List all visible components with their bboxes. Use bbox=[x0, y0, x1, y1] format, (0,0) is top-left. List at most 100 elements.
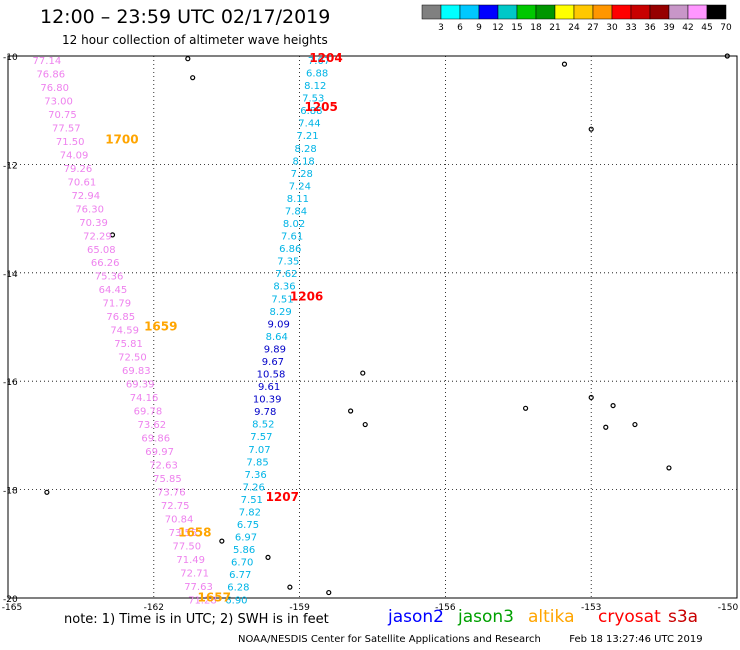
cryosat-swh-value: 70.39 bbox=[79, 218, 108, 229]
island-outline bbox=[610, 402, 616, 409]
legend-swatch bbox=[440, 4, 461, 20]
legend-swatch bbox=[592, 4, 613, 20]
island-outline bbox=[219, 538, 225, 544]
cryosat-swh-value: 72.29 bbox=[83, 231, 112, 242]
pass-time-label: 1204 bbox=[309, 51, 342, 65]
legend-swatch bbox=[459, 4, 480, 20]
jason2-swh-value: 9.78 bbox=[254, 407, 276, 418]
cryosat-swh-value: 77.63 bbox=[184, 582, 213, 593]
jason2-swh-value: 7.26 bbox=[243, 482, 265, 493]
island-outline bbox=[348, 408, 354, 414]
legend-swatch bbox=[668, 4, 689, 20]
legend-tick-label: 9 bbox=[476, 23, 482, 33]
jason2-swh-value: 8.52 bbox=[252, 420, 274, 431]
jason2-swh-value: 9.61 bbox=[258, 382, 280, 393]
satellite-s3a: s3a bbox=[668, 607, 699, 627]
legend-swatch bbox=[706, 4, 727, 20]
jason2-swh-value: 7.62 bbox=[275, 269, 297, 280]
legend-swatch bbox=[630, 4, 651, 20]
legend-tick-label: 15 bbox=[511, 23, 522, 33]
cryosat-swh-value: 69.83 bbox=[122, 366, 151, 377]
jason2-swh-value: 8.64 bbox=[266, 332, 288, 343]
cryosat-swh-value: 79.26 bbox=[64, 164, 93, 175]
island-outline bbox=[603, 424, 609, 430]
jason2-swh-value: 6.97 bbox=[235, 533, 257, 544]
cryosat-swh-value: 72.50 bbox=[118, 353, 147, 364]
pass-time-label: 1657 bbox=[198, 590, 231, 604]
jason2-swh-value: 8.02 bbox=[283, 219, 305, 230]
satellite-jason3: jason3 bbox=[458, 607, 514, 627]
jason2-swh-value: 7.53 bbox=[302, 94, 324, 105]
jason2-swh-value: 6.70 bbox=[231, 558, 253, 569]
cryosat-swh-value: 74.59 bbox=[110, 326, 139, 337]
credit-line: NOAA/NESDIS Center for Satellite Applica… bbox=[238, 634, 703, 645]
cryosat-swh-value: 75.36 bbox=[95, 272, 124, 283]
jason2-swh-value: 5.86 bbox=[233, 545, 255, 556]
island-outline bbox=[326, 589, 332, 596]
jason2-swh-value: 6.88 bbox=[300, 106, 322, 117]
satellite-altika: altika bbox=[528, 607, 575, 627]
jason2-swh-value: 7.21 bbox=[296, 131, 318, 142]
legend-tick-label: 18 bbox=[530, 23, 542, 33]
lat-tick-label: -10 bbox=[3, 53, 18, 63]
cryosat-swh-value: 64.45 bbox=[99, 285, 128, 296]
lon-tick-label: -159 bbox=[289, 603, 310, 613]
island-outline bbox=[724, 53, 730, 59]
legend-swatch bbox=[554, 4, 575, 20]
jason2-swh-value: 8.11 bbox=[287, 194, 309, 205]
legend-swatch bbox=[687, 4, 708, 20]
page-subtitle: 12 hour collection of altimeter wave hei… bbox=[62, 33, 328, 47]
pass-time-label: 1205 bbox=[304, 100, 337, 114]
cryosat-swh-value: 75.81 bbox=[114, 339, 143, 350]
legend-swatch bbox=[478, 4, 499, 20]
legend-swatch bbox=[611, 4, 632, 20]
jason2-swh-value: 8.12 bbox=[304, 81, 326, 92]
cryosat-swh-value: 69.39 bbox=[126, 380, 155, 391]
cryosat-swh-value: 74.16 bbox=[130, 393, 159, 404]
jason2-swh-value: 10.58 bbox=[257, 370, 286, 381]
legend-swatch bbox=[516, 4, 537, 20]
jason2-swh-value: 7.35 bbox=[277, 257, 299, 268]
legend-tick-label: 30 bbox=[606, 23, 618, 33]
cryosat-swh-value: 77.57 bbox=[52, 123, 81, 134]
cryosat-swh-value: 76.85 bbox=[106, 312, 135, 323]
lat-tick-label: -14 bbox=[3, 270, 18, 280]
jason2-swh-value: 8.28 bbox=[294, 144, 316, 155]
island-outline bbox=[632, 421, 638, 428]
jason2-swh-value: 7.51 bbox=[271, 294, 293, 305]
jason2-swh-value: 6.75 bbox=[237, 520, 259, 531]
cryosat-swh-value: 73.62 bbox=[138, 420, 167, 431]
cryosat-swh-value: 69.97 bbox=[145, 447, 174, 458]
island-outline bbox=[362, 421, 368, 428]
jason2-swh-value: 8.36 bbox=[273, 282, 295, 293]
jason2-swh-value: 10.39 bbox=[253, 395, 282, 406]
cryosat-swh-value: 69.86 bbox=[141, 434, 170, 445]
pass-time-label: 1700 bbox=[105, 132, 138, 146]
satellite-jason2: jason2 bbox=[388, 607, 444, 627]
island-outline bbox=[666, 465, 672, 471]
legend-tick-label: 12 bbox=[492, 23, 503, 33]
legend-tick-label: 45 bbox=[701, 23, 712, 33]
legend-tick-label: 33 bbox=[625, 23, 636, 33]
legend-tick-label: 70 bbox=[720, 23, 732, 33]
jason2-swh-value: 6.86 bbox=[279, 244, 301, 255]
cryosat-swh-value: 70.75 bbox=[48, 110, 77, 121]
cryosat-swh-value: 70.84 bbox=[165, 514, 194, 525]
island-outline bbox=[588, 126, 594, 132]
cryosat-swh-value: 76.80 bbox=[40, 83, 69, 94]
jason2-swh-value: 7.36 bbox=[245, 470, 267, 481]
jason2-swh-value: 6.90 bbox=[225, 595, 247, 606]
jason2-swh-value: 6.88 bbox=[306, 69, 328, 80]
island-outline bbox=[185, 56, 191, 62]
jason2-swh-value: 7.44 bbox=[298, 119, 320, 130]
jason2-swh-value: 9.09 bbox=[268, 319, 290, 330]
page-title: 12:00 – 23:59 UTC 02/17/2019 bbox=[40, 6, 331, 28]
cryosat-swh-value: 72.94 bbox=[71, 191, 100, 202]
jason2-swh-value: 7.61 bbox=[281, 232, 303, 243]
legend-tick-label: 24 bbox=[568, 23, 580, 33]
cryosat-swh-value: 72.75 bbox=[161, 501, 190, 512]
island-outline bbox=[588, 394, 594, 401]
cryosat-swh-value: 71.79 bbox=[103, 299, 132, 310]
jason2-swh-value: 7.24 bbox=[289, 181, 311, 192]
legend-swatch bbox=[573, 4, 594, 20]
